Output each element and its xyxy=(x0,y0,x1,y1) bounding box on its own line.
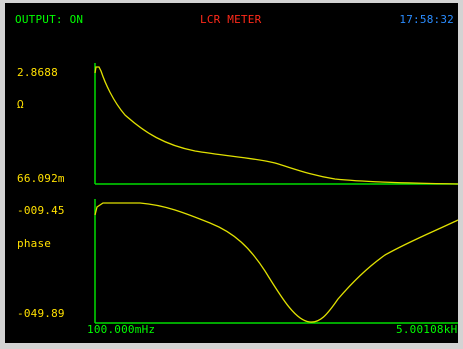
phase-trace xyxy=(94,202,458,323)
screen-title: LCR METER xyxy=(200,13,262,26)
x-axis-end: 5.00108kHz xyxy=(396,323,458,336)
lcr-meter-screen: OUTPUT: ON LCR METER 17:58:32 2.8688 Ω 6… xyxy=(5,3,458,343)
phase-y-min: -049.89 xyxy=(17,307,65,320)
plot-area xyxy=(94,63,458,324)
impedance-trace xyxy=(94,66,458,185)
phase-unit: phase xyxy=(17,237,52,250)
phase-y-max: -009.45 xyxy=(17,204,65,217)
x-axis-start: 100.000mHz xyxy=(87,323,156,336)
output-status: OUTPUT: ON xyxy=(15,13,84,26)
impedance-y-max: 2.8688 xyxy=(17,66,58,79)
impedance-y-min: 66.092m xyxy=(17,172,65,185)
clock-time: 17:58:32 xyxy=(399,13,454,26)
impedance-unit: Ω xyxy=(17,98,24,111)
